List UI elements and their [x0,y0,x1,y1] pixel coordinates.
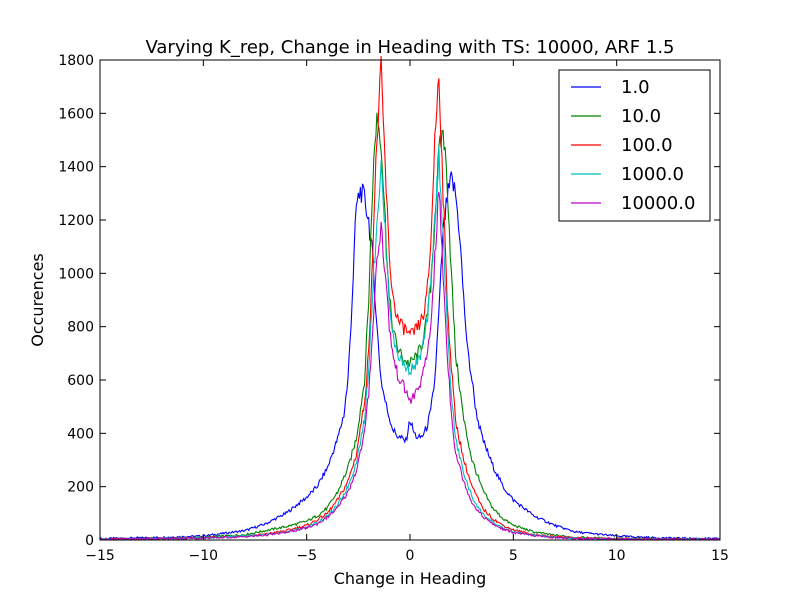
legend-label: 100.0 [621,135,673,156]
x-tick-label: −10 [189,548,219,564]
y-tick-label: 0 [85,533,94,549]
x-tick-label: −5 [296,548,317,564]
legend: 1.0 10.0 100.0 1000.0 10000.0 [558,69,711,222]
y-tick-label: 200 [67,480,94,496]
y-tick-label: 1600 [58,106,94,122]
series-line-4 [99,191,721,541]
x-tick-label: −15 [85,548,115,564]
y-tick-label: 800 [67,320,94,336]
legend-label: 10000.0 [621,193,695,214]
legend-label: 1.0 [621,77,650,98]
chart-title: Varying K_rep, Change in Heading with TS… [145,37,674,58]
legend-label: 1000.0 [621,164,684,185]
axis-ticks: −15 −10 −5 0 5 10 15 0 200 400 600 800 1000 1200 1400 1… [58,53,729,564]
y-tick-label: 1200 [58,213,94,229]
legend-label: 10.0 [621,106,661,127]
y-tick-label: 600 [67,373,94,389]
y-axis-label: Occurences [28,253,47,347]
y-tick-label: 1800 [58,53,94,69]
plot-frame [99,59,721,541]
y-tick-label: 1000 [58,266,94,282]
y-tick-label: 400 [67,426,94,442]
x-tick-label: 5 [509,548,518,564]
x-tick-label: 0 [406,548,415,564]
series-line-0 [99,171,721,541]
x-tick-label: 10 [608,548,626,564]
x-axis-label: Change in Heading [334,569,487,588]
x-tick-label: 15 [711,548,729,564]
y-tick-label: 1400 [58,160,94,176]
